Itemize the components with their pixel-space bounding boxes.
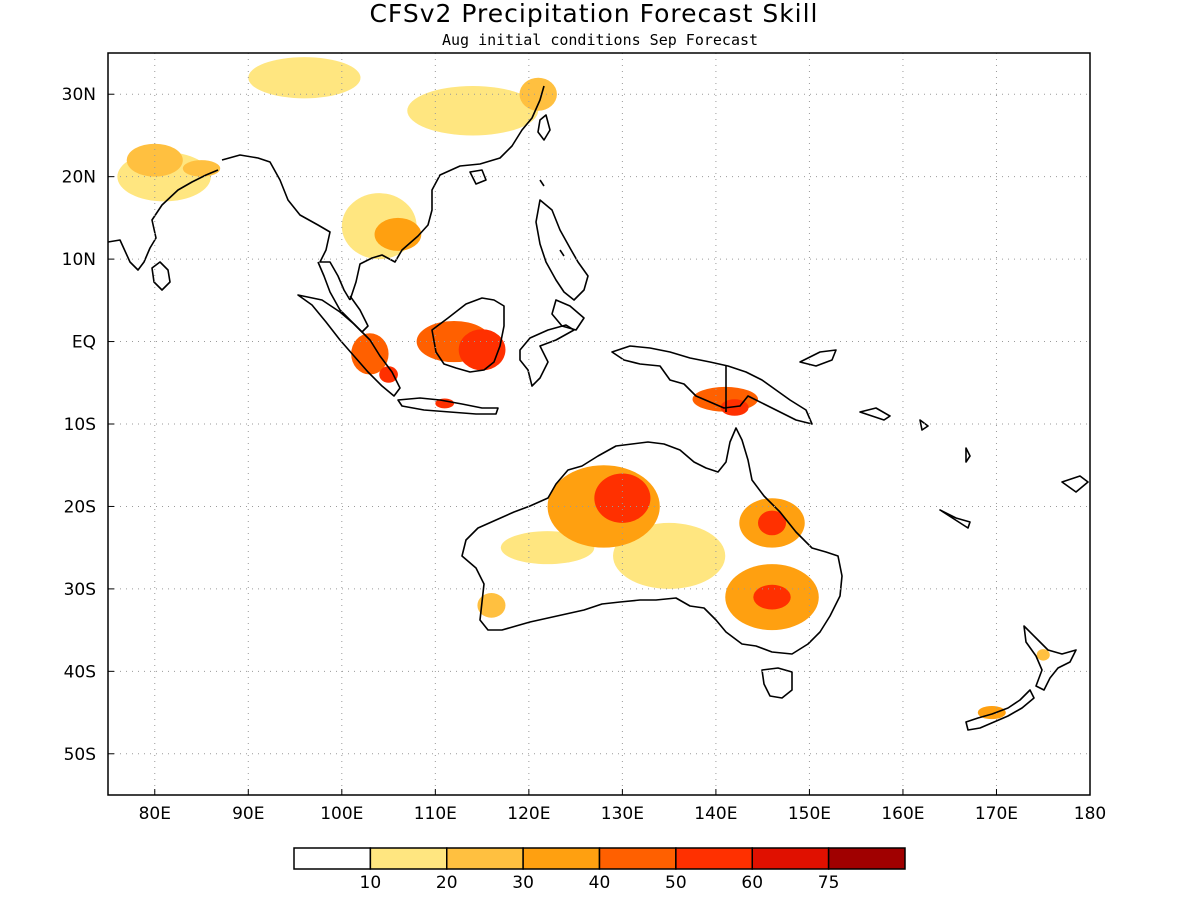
skill-region	[753, 584, 791, 610]
colorbar-swatch	[369, 847, 448, 870]
colorbar-swatch	[827, 847, 906, 870]
colorbar-swatch	[522, 847, 601, 870]
coast-java	[397, 397, 499, 415]
colorbar-swatch	[598, 847, 677, 870]
x-tick-label: 160E	[881, 804, 924, 824]
skill-region	[757, 510, 787, 536]
y-tick-label: 20N	[62, 168, 96, 188]
colorbar-label: 10	[360, 873, 382, 893]
y-tick-label: 10S	[64, 415, 96, 435]
colorbar-label: 75	[818, 873, 840, 893]
skill-region	[594, 473, 651, 523]
coast-new-britain	[799, 349, 837, 367]
coast-taiwan	[537, 114, 551, 141]
x-tick-label: 80E	[139, 804, 171, 824]
skill-region	[613, 522, 726, 589]
x-tick-label: 110E	[414, 804, 457, 824]
coast-hainan	[469, 169, 487, 185]
y-tick-label: 30N	[62, 85, 96, 105]
y-tick-label: 30S	[64, 580, 96, 600]
colorbar-label: 20	[436, 873, 458, 893]
coast-philippines	[535, 199, 589, 301]
skill-region	[407, 85, 539, 136]
skill-fields	[117, 57, 1050, 720]
x-tick-label: 140E	[694, 804, 737, 824]
x-tick-label: 150E	[788, 804, 831, 824]
y-tick-label: 50S	[64, 745, 96, 765]
skill-region	[519, 77, 557, 111]
chart-title: CFSv2 Precipitation Forecast Skill	[369, 0, 818, 28]
colorbar-label: 30	[512, 873, 534, 893]
coast-sulawesi	[519, 324, 575, 387]
coast-sumatra	[297, 294, 401, 397]
x-tick-label: 90E	[232, 804, 264, 824]
coast-borneo	[431, 297, 505, 373]
coastlines	[108, 85, 1089, 731]
colorbar-label: 50	[665, 873, 687, 893]
coast-india	[108, 169, 219, 271]
skill-region	[374, 217, 422, 251]
skill-region	[182, 160, 221, 177]
y-tick-label: EQ	[72, 333, 96, 353]
skill-region	[477, 593, 506, 618]
skill-region	[379, 366, 398, 383]
colorbar-swatch	[751, 847, 830, 870]
x-tick-label: 130E	[601, 804, 644, 824]
coast-new-guinea	[611, 345, 813, 425]
skill-region	[458, 329, 506, 371]
x-tick-label: 170E	[975, 804, 1018, 824]
coast-nz-north	[1023, 625, 1077, 691]
coast-gulf-thailand	[349, 85, 545, 301]
skill-region	[126, 143, 183, 177]
axis-ticks: 80E 90E 100E 110E 120E 130E 140E 150E 160E 170E 18…	[62, 85, 1107, 824]
colorbar-swatch	[675, 847, 753, 870]
skill-region	[248, 57, 361, 99]
coast-nz-south	[965, 689, 1035, 731]
y-tick-label: 10N	[62, 250, 96, 270]
coast-tasmania	[761, 667, 793, 699]
colorbar-label: 40	[589, 873, 611, 893]
colorbar-label: 60	[741, 873, 763, 893]
skill-region	[1036, 649, 1050, 661]
coast-indochina	[221, 154, 351, 301]
x-tick-label: 180	[1074, 804, 1106, 824]
chart-subtitle: Aug initial conditions Sep Forecast	[442, 31, 758, 49]
x-tick-label: 120E	[507, 804, 550, 824]
coast-pacific-islands	[539, 179, 1089, 529]
coast-sri-lanka	[151, 261, 171, 291]
coast-mindanao	[551, 299, 585, 331]
coast-australia	[461, 427, 843, 655]
colorbar-swatch	[446, 847, 524, 870]
y-tick-label: 20S	[64, 497, 96, 517]
x-tick-label: 100E	[320, 804, 363, 824]
colorbar: 10 20 30 40 50 60 75	[293, 847, 906, 893]
y-tick-label: 40S	[64, 662, 96, 682]
graticule	[108, 53, 1090, 795]
colorbar-swatch	[293, 847, 372, 870]
